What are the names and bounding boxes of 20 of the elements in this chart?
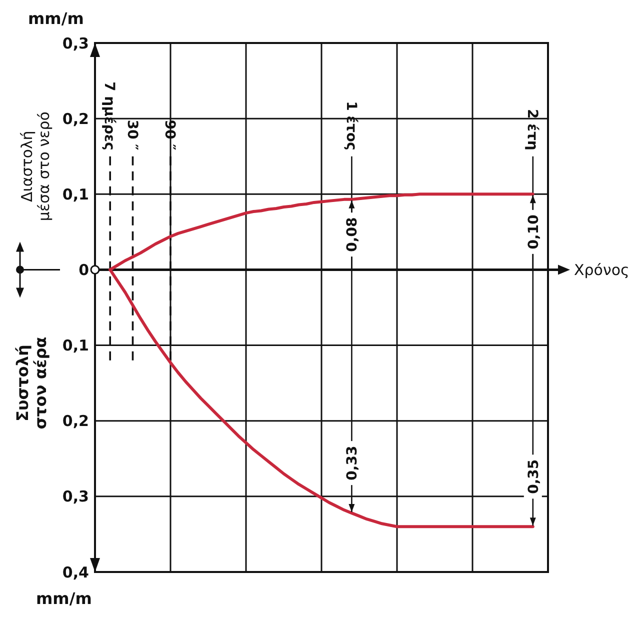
text: Συστολή στον αέρα: [13, 336, 50, 430]
y-tick-label: 0: [78, 260, 89, 279]
annotation: 0,35: [526, 459, 542, 494]
y-tick-label: 0,3: [62, 488, 89, 506]
x-tick-label: 2 έτη: [524, 109, 540, 150]
y-tick-label: 0,2: [62, 412, 89, 430]
y-tick-label: 0,2: [62, 110, 89, 128]
text: mm/m: [28, 9, 84, 28]
y-tick-label: 0,3: [62, 34, 89, 52]
x-tick-label: 7 ημέρες: [101, 82, 118, 150]
x-axis-title: Χρόνος: [574, 260, 630, 279]
annotation: 0,33: [344, 446, 361, 480]
annotation: 0,10: [526, 214, 542, 250]
text: mm/m: [36, 589, 92, 608]
y-tick-label: 0,1: [62, 185, 89, 204]
x-tick-label: 30 ″: [124, 120, 140, 150]
annotation: 0,08: [344, 217, 361, 252]
y-tick-label: 0,4: [62, 563, 89, 582]
y-tick-label: 0,1: [62, 336, 89, 355]
y-axis-title: Διαστολή μέσα στο νερό: [18, 112, 53, 222]
